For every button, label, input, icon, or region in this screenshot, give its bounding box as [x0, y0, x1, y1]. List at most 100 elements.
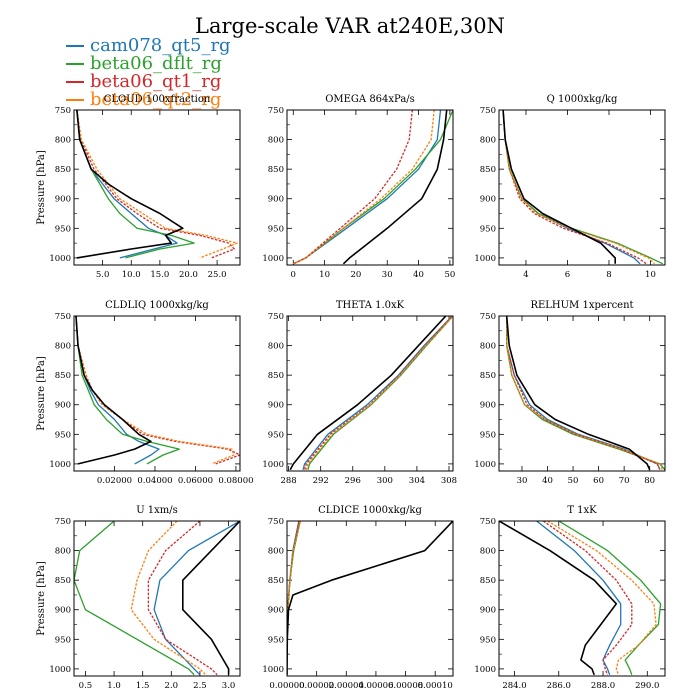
x-tick-label: 1.0 — [107, 681, 121, 691]
legend-label: beta06_qt1_rg — [90, 71, 222, 92]
x-tick-label: 40 — [542, 476, 553, 486]
plot-frame — [498, 520, 666, 677]
subplot-title: T 1xK — [567, 505, 597, 516]
series-beta06-dflt-line — [74, 521, 195, 676]
y-tick-label: 950 — [55, 635, 71, 645]
x-tick-label: 0.02000 — [97, 476, 132, 486]
series-cam078-qt5-line — [153, 521, 240, 676]
series-beta06-dflt-line — [75, 316, 180, 465]
series-beta06-qt2-line — [547, 521, 657, 676]
x-tick-label: 0.00008 — [388, 681, 423, 691]
x-tick-label: 80 — [644, 476, 655, 486]
series-beta06-qt1-line — [502, 110, 647, 265]
y-tick-label: 900 — [268, 195, 284, 205]
y-tick-label: 800 — [268, 136, 284, 146]
figure-title: Large-scale VAR at240E,30N — [195, 14, 505, 38]
y-tick-label: 900 — [480, 401, 496, 411]
subplot-title: Q 1000xkg/kg — [547, 94, 618, 105]
x-tick-label: 10 — [319, 270, 330, 280]
y-tick-label: 900 — [480, 195, 496, 205]
x-tick-label: 70 — [619, 476, 630, 486]
x-tick-label: 300 — [377, 476, 393, 486]
series-beta06-dflt-line — [558, 521, 662, 676]
y-tick-label: 950 — [268, 430, 284, 440]
legend-swatch — [66, 63, 84, 65]
y-tick-label: 750 — [268, 312, 284, 322]
x-tick-label: 3.0 — [222, 681, 236, 691]
subplot: CLOUD 100xfraction 750 800 850 900 950 1000 5.0… — [36, 94, 241, 280]
y-axis-label: Pressure [hPa] — [36, 150, 47, 225]
x-tick-label: 0.5 — [79, 681, 93, 691]
y-axis-label: Pressure [hPa] — [36, 356, 47, 431]
series-beta06-qt1-line — [147, 521, 218, 676]
plot-frame — [73, 109, 241, 266]
series-black-line — [499, 521, 618, 676]
x-tick-label: 25.0 — [208, 270, 227, 280]
series-beta06-dflt-line — [76, 110, 195, 259]
series-cam078-qt5-line — [76, 110, 178, 259]
x-tick-label: 60 — [593, 476, 604, 486]
y-tick-label: 950 — [480, 430, 496, 440]
plot-frame — [73, 315, 241, 472]
legend-item: cam078_qt5_rg — [66, 37, 231, 55]
series-beta06-dflt-line — [506, 316, 665, 471]
subplot: THETA 1.0xK 750 800 850 900 950 1000 288 292 296 3… — [262, 300, 457, 486]
y-tick-label: 850 — [480, 165, 496, 175]
legend-swatch — [66, 45, 84, 47]
x-tick-label: 0.08000 — [218, 476, 253, 486]
x-tick-label: 10 — [645, 270, 656, 280]
plot-frame — [286, 520, 454, 677]
series-black-line — [342, 110, 448, 265]
series-beta06-qt1-line — [293, 110, 413, 265]
y-tick-label: 800 — [55, 136, 71, 146]
x-tick-label: 20 — [350, 270, 361, 280]
y-tick-label: 900 — [55, 606, 71, 616]
subplot-title: CLDICE 1000xkg/kg — [318, 505, 422, 516]
x-tick-label: 50 — [444, 270, 455, 280]
x-tick-label: 0.00000 — [269, 681, 304, 691]
y-tick-label: 1000 — [262, 254, 284, 264]
y-tick-label: 750 — [480, 312, 496, 322]
y-tick-label: 950 — [480, 224, 496, 234]
x-tick-label: 0.00004 — [329, 681, 364, 691]
series-beta06-qt1-line — [76, 110, 235, 259]
subplot: CLDLIQ 1000xkg/kg 750 800 850 900 950 1000 0.02… — [36, 300, 254, 486]
x-tick-label: 15.0 — [150, 270, 169, 280]
series-cam078-qt5-line — [293, 110, 442, 265]
subplot: OMEGA 864xPa/s 750 800 850 900 950 1000 0 10 20 30… — [262, 94, 455, 280]
x-tick-label: 0.04000 — [137, 476, 172, 486]
x-tick-label: 290.0 — [635, 681, 659, 691]
series-beta06-qt2-line — [75, 316, 235, 465]
y-tick-label: 850 — [55, 576, 71, 586]
subplot-title: THETA 1.0xK — [336, 300, 405, 311]
x-tick-label: 50 — [568, 476, 579, 486]
subplot-title: U 1xm/s — [136, 505, 178, 516]
series-black-line — [75, 316, 152, 465]
series-beta06-qt1-line — [542, 521, 633, 676]
y-tick-label: 1000 — [49, 460, 71, 470]
legend-label: beta06_qt2_rg — [90, 89, 222, 110]
x-tick-label: 0 — [291, 270, 296, 280]
series-black-line — [502, 110, 617, 264]
x-tick-label: 8 — [606, 270, 611, 280]
subplot-title: RELHUM 1xpercent — [530, 300, 633, 311]
series-beta06-qt2-line — [506, 316, 663, 471]
legend-item: beta06_dflt_rg — [66, 55, 231, 73]
series-black-line — [76, 110, 184, 259]
y-tick-label: 750 — [480, 517, 496, 527]
x-tick-label: 30 — [517, 476, 528, 486]
x-tick-label: 2.0 — [165, 681, 179, 691]
x-tick-label: 10.0 — [122, 270, 141, 280]
series-cam078-qt5-line — [506, 316, 661, 471]
y-tick-label: 800 — [268, 547, 284, 557]
x-tick-label: 5.0 — [96, 270, 110, 280]
y-tick-label: 850 — [268, 371, 284, 381]
y-tick-label: 800 — [480, 136, 496, 146]
x-tick-label: 0.06000 — [178, 476, 213, 486]
legend-swatch — [66, 99, 84, 101]
legend: cam078_qt5_rg beta06_dflt_rg beta06_qt1_… — [66, 37, 231, 109]
legend-label: cam078_qt5_rg — [90, 35, 231, 56]
series-beta06-qt2-line — [293, 110, 435, 265]
y-axis-label: Pressure [hPa] — [36, 561, 47, 636]
